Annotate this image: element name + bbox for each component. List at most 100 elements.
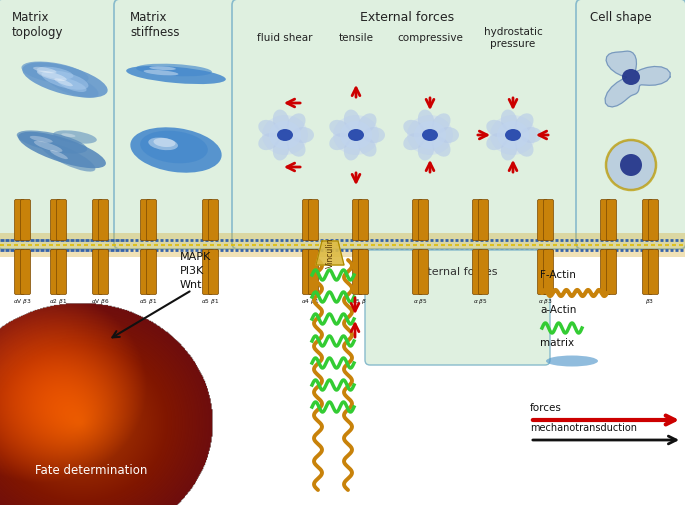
FancyBboxPatch shape (203, 249, 212, 294)
Ellipse shape (292, 127, 314, 143)
FancyBboxPatch shape (643, 249, 653, 294)
Ellipse shape (515, 113, 534, 133)
Text: $\alpha$V $\beta$6: $\alpha$V $\beta$6 (90, 297, 110, 306)
FancyBboxPatch shape (56, 249, 66, 294)
Ellipse shape (344, 110, 360, 131)
Ellipse shape (140, 131, 208, 163)
FancyBboxPatch shape (0, 0, 121, 249)
FancyBboxPatch shape (606, 199, 616, 240)
Text: External forces: External forces (360, 11, 454, 24)
FancyBboxPatch shape (412, 199, 423, 240)
FancyBboxPatch shape (92, 249, 103, 294)
Ellipse shape (333, 115, 379, 155)
Ellipse shape (287, 137, 306, 157)
Ellipse shape (54, 78, 73, 86)
Ellipse shape (149, 66, 176, 70)
FancyBboxPatch shape (419, 199, 429, 240)
Ellipse shape (358, 137, 377, 157)
Polygon shape (316, 241, 344, 265)
Text: $\alpha$2 $\beta$1: $\alpha$2 $\beta$1 (49, 297, 67, 306)
FancyBboxPatch shape (365, 250, 550, 365)
Ellipse shape (130, 127, 222, 173)
FancyBboxPatch shape (308, 249, 319, 294)
Text: hydrostatic
pressure: hydrostatic pressure (484, 27, 543, 48)
Text: MAPK: MAPK (180, 252, 211, 262)
Ellipse shape (418, 110, 434, 131)
Ellipse shape (40, 142, 95, 172)
FancyBboxPatch shape (538, 199, 547, 240)
FancyBboxPatch shape (147, 249, 156, 294)
FancyBboxPatch shape (538, 249, 547, 294)
Circle shape (620, 154, 642, 176)
FancyBboxPatch shape (208, 199, 219, 240)
FancyBboxPatch shape (643, 199, 653, 240)
Ellipse shape (515, 137, 534, 157)
Ellipse shape (126, 66, 226, 84)
FancyBboxPatch shape (543, 199, 553, 240)
Ellipse shape (358, 113, 377, 133)
FancyBboxPatch shape (21, 249, 31, 294)
Ellipse shape (622, 69, 640, 85)
FancyBboxPatch shape (232, 0, 582, 249)
Text: $\alpha$5 $\beta$: $\alpha$5 $\beta$ (353, 297, 368, 306)
Text: Matrix
stiffness: Matrix stiffness (130, 11, 179, 39)
FancyBboxPatch shape (14, 249, 25, 294)
Ellipse shape (16, 130, 87, 154)
FancyBboxPatch shape (140, 199, 151, 240)
Text: $\alpha$5 $\beta$1: $\alpha$5 $\beta$1 (201, 297, 219, 306)
FancyBboxPatch shape (576, 0, 685, 249)
FancyBboxPatch shape (479, 249, 488, 294)
Ellipse shape (505, 129, 521, 141)
Ellipse shape (29, 136, 53, 143)
Ellipse shape (36, 67, 73, 79)
Ellipse shape (50, 150, 68, 159)
Text: Cell shape: Cell shape (590, 11, 651, 24)
Text: a-Actin: a-Actin (540, 305, 576, 315)
Text: Vinculin: Vinculin (325, 238, 334, 268)
Text: fluid shear: fluid shear (258, 33, 313, 43)
Ellipse shape (45, 72, 99, 98)
FancyBboxPatch shape (208, 249, 219, 294)
FancyBboxPatch shape (601, 249, 610, 294)
FancyBboxPatch shape (14, 199, 25, 240)
Text: mechanotransduction: mechanotransduction (530, 423, 637, 433)
Text: $\alpha$5 $\beta$1: $\alpha$5 $\beta$1 (139, 297, 157, 306)
Text: $\alpha$ $\beta$5: $\alpha$ $\beta$5 (473, 297, 487, 306)
Ellipse shape (277, 129, 293, 141)
Ellipse shape (418, 139, 434, 161)
FancyBboxPatch shape (147, 199, 156, 240)
FancyBboxPatch shape (473, 249, 482, 294)
Ellipse shape (287, 113, 306, 133)
Ellipse shape (53, 130, 97, 144)
Ellipse shape (490, 115, 536, 155)
FancyBboxPatch shape (473, 199, 482, 240)
Ellipse shape (269, 121, 301, 149)
FancyBboxPatch shape (303, 199, 312, 240)
FancyBboxPatch shape (353, 249, 362, 294)
FancyBboxPatch shape (51, 249, 60, 294)
Text: Internal forces: Internal forces (416, 267, 497, 277)
FancyBboxPatch shape (308, 199, 319, 240)
FancyBboxPatch shape (479, 199, 488, 240)
Ellipse shape (329, 133, 350, 150)
Ellipse shape (546, 356, 598, 367)
FancyBboxPatch shape (412, 249, 423, 294)
Ellipse shape (37, 71, 66, 81)
Ellipse shape (144, 70, 178, 75)
Ellipse shape (23, 62, 108, 97)
Ellipse shape (42, 70, 88, 90)
Ellipse shape (18, 132, 106, 168)
Text: $\beta$3: $\beta$3 (645, 297, 655, 306)
Ellipse shape (273, 110, 289, 131)
Ellipse shape (403, 133, 424, 150)
Ellipse shape (432, 137, 451, 157)
Ellipse shape (273, 139, 289, 161)
FancyBboxPatch shape (114, 0, 238, 249)
Ellipse shape (501, 110, 517, 131)
FancyBboxPatch shape (56, 199, 66, 240)
Ellipse shape (148, 137, 178, 150)
Ellipse shape (422, 129, 438, 141)
Circle shape (606, 140, 656, 190)
Text: Wnt: Wnt (180, 280, 203, 290)
Bar (0, 233, 685, 257)
